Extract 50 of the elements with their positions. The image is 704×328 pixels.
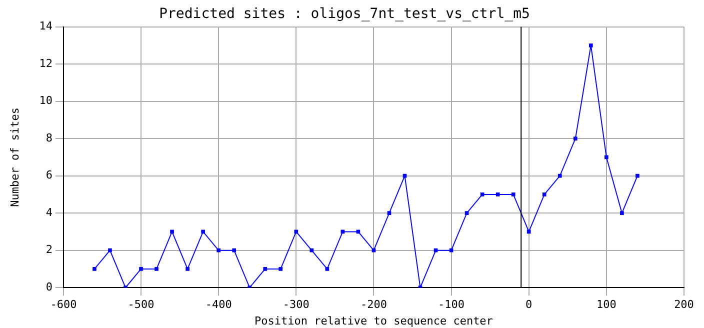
y-tick-label: 4 [46, 206, 53, 219]
point [232, 248, 236, 252]
point [464, 211, 469, 215]
point [434, 248, 438, 252]
point [372, 248, 376, 252]
x-tick-label: 200 [674, 298, 694, 312]
point [216, 248, 220, 252]
point [387, 211, 392, 215]
point [170, 230, 174, 234]
point [511, 192, 516, 196]
y-axis-title: Number of sites [8, 108, 22, 207]
point [620, 211, 624, 215]
y-tick-label: 12 [39, 56, 52, 70]
point [480, 192, 484, 196]
x-axis-title: Position relative to sequence center [254, 314, 494, 328]
point [542, 192, 546, 196]
point [589, 44, 593, 48]
x-tick-label: 0 [526, 298, 532, 312]
point [92, 267, 96, 271]
y-tick-label: 0 [46, 280, 52, 294]
point [294, 230, 298, 234]
point [108, 248, 112, 252]
point [263, 267, 268, 271]
y-tick-label: 2 [46, 243, 52, 256]
x-tick-label: -600 [50, 298, 77, 312]
point [201, 230, 205, 234]
point [449, 248, 454, 252]
point [604, 155, 608, 160]
point [325, 267, 330, 271]
x-tick-label: -300 [282, 298, 310, 312]
point [154, 267, 158, 271]
point [186, 267, 190, 271]
point [496, 192, 500, 196]
y-tick-label: 14 [39, 20, 53, 33]
x-tick-label: 100 [596, 298, 616, 312]
x-tick-label: -200 [360, 298, 387, 312]
y-tick-label: 8 [46, 131, 52, 144]
point [139, 267, 143, 271]
point [558, 174, 562, 178]
point [526, 230, 531, 234]
point [310, 248, 314, 252]
point [573, 136, 578, 140]
y-tick-label: 10 [39, 94, 52, 108]
chart-title: Predicted sites : oligos_7nt_test_vs_ctrl_m5 [159, 6, 530, 22]
point [278, 267, 283, 271]
point [636, 174, 640, 178]
y-tick-label: 6 [46, 168, 52, 182]
x-tick-label: -500 [128, 298, 154, 312]
x-tick-label: -400 [205, 298, 232, 312]
x-tick-label: -100 [438, 298, 465, 312]
